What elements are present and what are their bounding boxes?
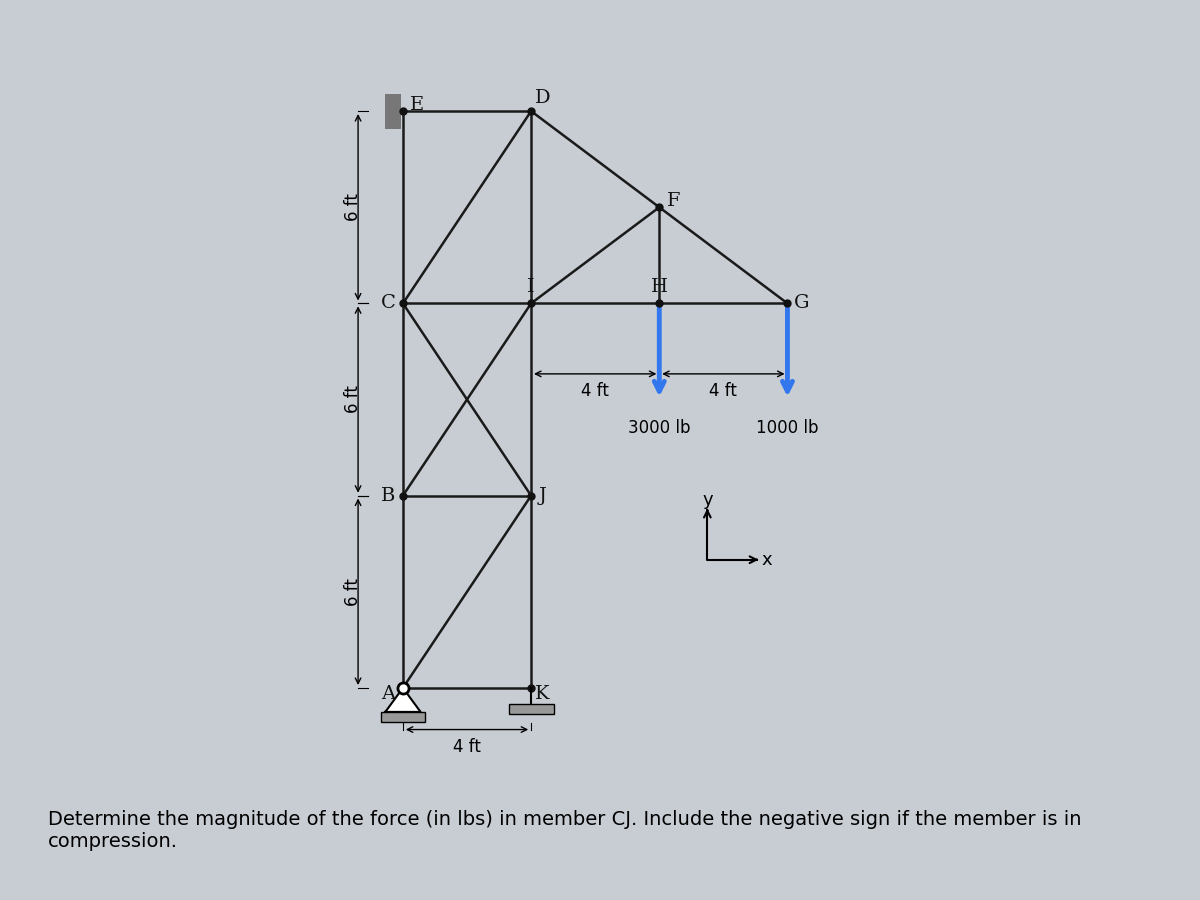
Text: E: E bbox=[410, 95, 425, 113]
Text: 6 ft: 6 ft bbox=[344, 385, 362, 413]
Polygon shape bbox=[385, 688, 420, 712]
Text: x: x bbox=[761, 551, 772, 569]
Text: I: I bbox=[527, 278, 535, 296]
Text: 6 ft: 6 ft bbox=[344, 194, 362, 221]
Text: y: y bbox=[702, 491, 713, 509]
Text: 6 ft: 6 ft bbox=[344, 578, 362, 606]
FancyBboxPatch shape bbox=[380, 712, 425, 722]
Text: Determine the magnitude of the force (in lbs) in member CJ. Include the negative: Determine the magnitude of the force (in… bbox=[48, 810, 1081, 851]
FancyBboxPatch shape bbox=[385, 94, 401, 129]
Text: 3000 lb: 3000 lb bbox=[628, 418, 690, 436]
Text: 1000 lb: 1000 lb bbox=[756, 418, 818, 436]
Text: C: C bbox=[382, 294, 396, 312]
Text: 4 ft: 4 ft bbox=[709, 382, 737, 400]
Text: B: B bbox=[382, 487, 396, 505]
FancyBboxPatch shape bbox=[509, 704, 553, 714]
Text: F: F bbox=[667, 192, 680, 210]
Text: 4 ft: 4 ft bbox=[454, 738, 481, 756]
Text: 4 ft: 4 ft bbox=[581, 382, 610, 400]
Text: G: G bbox=[794, 294, 810, 312]
Text: H: H bbox=[650, 278, 667, 296]
Text: D: D bbox=[534, 89, 550, 107]
Text: J: J bbox=[539, 487, 546, 505]
Text: K: K bbox=[535, 685, 550, 703]
Text: A: A bbox=[382, 685, 396, 703]
